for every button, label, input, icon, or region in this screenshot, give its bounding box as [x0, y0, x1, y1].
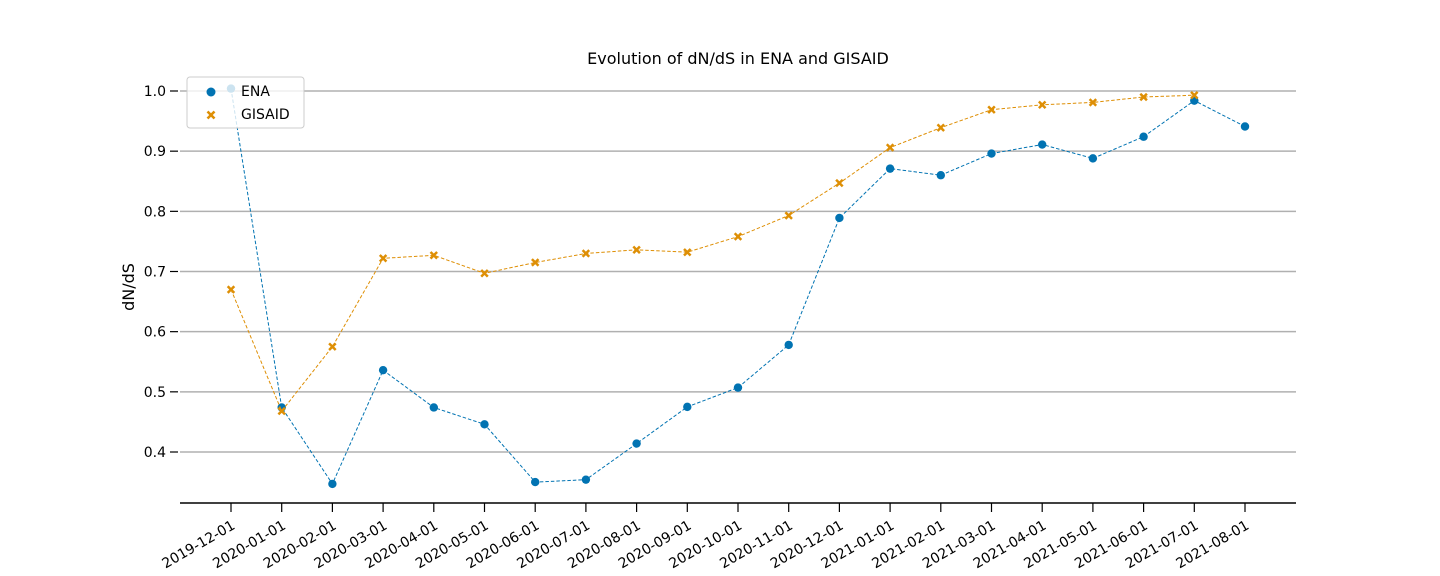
data-point-ena	[1038, 140, 1047, 149]
series-line-gisaid	[230, 94, 1195, 413]
legend-label-gisaid: GISAID	[241, 107, 290, 123]
data-point-ena	[429, 403, 438, 412]
data-point-ena	[784, 340, 793, 350]
data-point-ena	[1139, 132, 1148, 141]
data-point-gisaid	[632, 245, 641, 255]
x-axis: 2019-12-012020-01-012020-02-012020-03-01…	[160, 502, 1296, 572]
data-point-ena	[632, 439, 641, 448]
y-tick-label: 0.6	[144, 325, 166, 341]
data-point-ena	[835, 213, 844, 223]
data-point-ena	[328, 479, 337, 489]
data-point-ena	[531, 477, 540, 487]
data-point-gisaid	[885, 143, 895, 152]
data-point-gisaid	[328, 342, 337, 351]
series-line-ena	[230, 88, 1246, 485]
data-point-ena	[885, 164, 895, 173]
y-tick-label: 0.5	[144, 385, 166, 401]
y-axis: 0.4 0.5 0.6 0.7 0.8 0.9 1.0	[144, 84, 178, 461]
data-point-ena	[1240, 122, 1250, 131]
data-point-gisaid	[936, 123, 945, 132]
data-point-gisaid	[784, 211, 793, 220]
data-point-ena	[987, 149, 996, 158]
data-point-gisaid	[480, 269, 489, 278]
data-point-gisaid	[1139, 92, 1148, 102]
data-point-ena	[581, 475, 591, 484]
legend-box	[186, 76, 305, 129]
legend-marker-ena	[206, 87, 216, 97]
data-point-gisaid	[1088, 98, 1098, 107]
legend: ENA GISAID	[186, 76, 305, 129]
legend-marker-gisaid	[206, 110, 216, 120]
data-point-gisaid	[1038, 100, 1047, 110]
y-tick-label: 0.7	[144, 265, 166, 281]
data-point-gisaid	[987, 105, 996, 114]
legend-label-ena: ENA	[241, 84, 270, 100]
data-point-ena	[378, 365, 388, 375]
data-point-gisaid	[835, 178, 844, 188]
data-point-gisaid	[1190, 91, 1199, 100]
data-point-ena	[683, 402, 692, 412]
y-tick-label: 1.0	[144, 84, 166, 100]
data-point-gisaid	[581, 249, 591, 258]
series-layer	[226, 84, 1250, 489]
data-point-gisaid	[683, 248, 692, 257]
grid	[180, 90, 1296, 453]
data-point-gisaid	[226, 285, 236, 294]
data-point-ena	[480, 420, 489, 429]
y-tick-label: 0.8	[144, 204, 166, 220]
data-point-ena	[936, 171, 945, 180]
data-point-gisaid	[531, 258, 540, 267]
data-point-ena	[733, 383, 743, 392]
chart-title: Evolution of dN/dS in ENA and GISAID	[587, 49, 889, 68]
y-tick-label: 0.9	[144, 144, 166, 160]
y-tick-label: 0.4	[144, 445, 166, 461]
data-point-ena	[1088, 154, 1098, 163]
data-point-gisaid	[277, 406, 286, 416]
data-point-gisaid	[733, 232, 743, 241]
data-point-gisaid	[429, 251, 438, 260]
data-point-gisaid	[378, 254, 388, 263]
y-axis-label: dN/dS	[119, 263, 138, 311]
